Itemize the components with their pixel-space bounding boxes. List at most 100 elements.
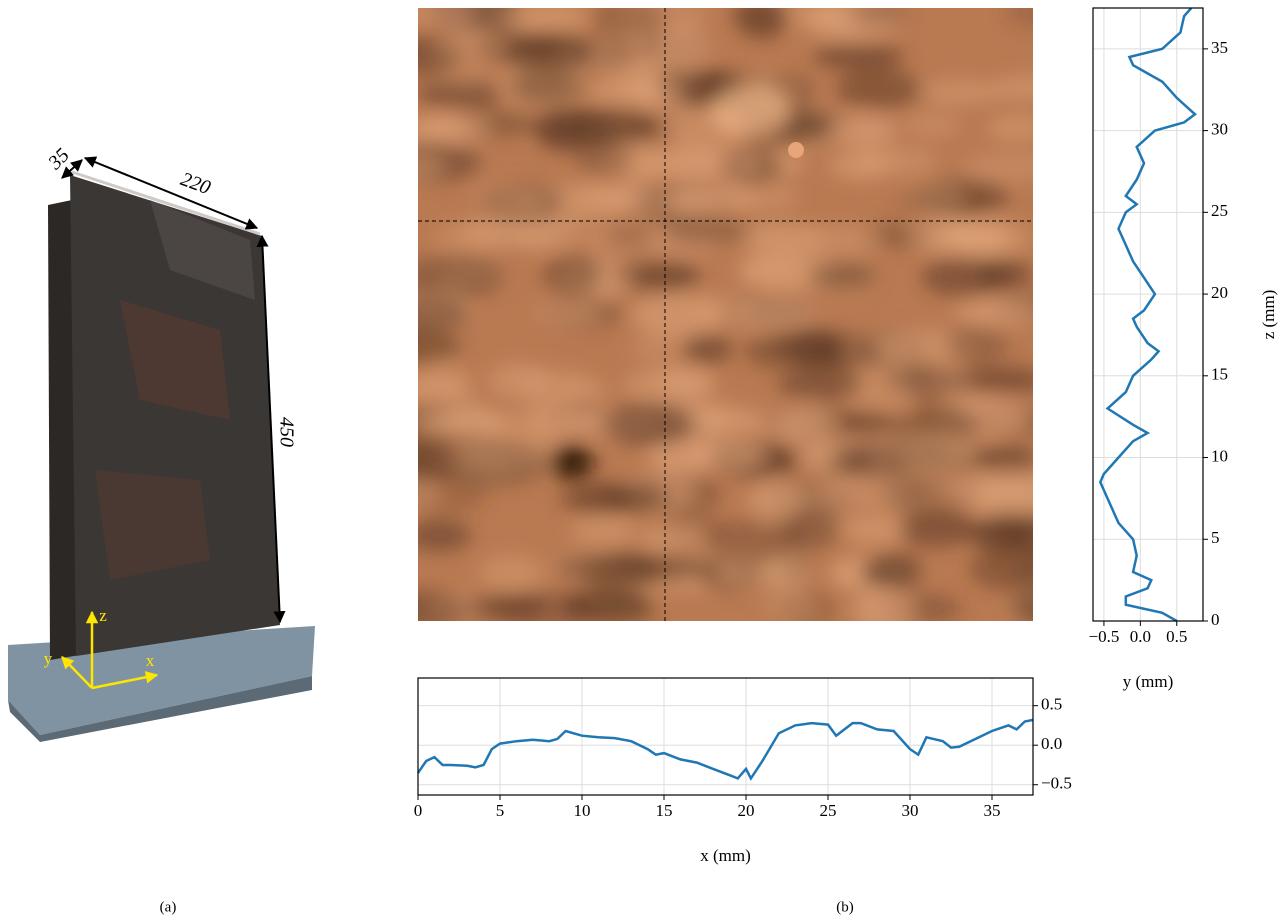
surface-bump (715, 557, 792, 587)
surface-bump (779, 507, 841, 551)
surface-bump (418, 471, 489, 514)
x-tick-label: 0 (414, 801, 423, 820)
y-tick-label: 0.5 (1041, 695, 1062, 714)
surface-bump (619, 555, 708, 582)
surface-bump (980, 511, 1033, 553)
axis-letter: x (146, 651, 155, 670)
surface-bump (627, 147, 712, 185)
surface-bump (598, 187, 663, 213)
surface-bump (734, 409, 824, 438)
surface-bump (418, 374, 473, 404)
caption: (b) (836, 899, 854, 915)
surface-bump (777, 369, 864, 401)
surface-bump (747, 480, 802, 522)
y-tick-label: 5 (1211, 528, 1220, 547)
surface-bump (1012, 592, 1033, 621)
profile-line (416, 718, 1034, 781)
surface-bump (898, 189, 992, 215)
surface-bump (659, 218, 754, 246)
surface-bump (433, 221, 504, 255)
surface-bump (535, 300, 600, 326)
surface-bump (502, 31, 592, 72)
surface-bump (451, 444, 545, 473)
surface-bump (488, 64, 588, 109)
surface-bump (765, 592, 818, 621)
y-axis-label: z (mm) (1259, 290, 1278, 340)
surface-bump (443, 400, 496, 436)
surface-bump (550, 444, 594, 480)
surface-bump (640, 525, 705, 551)
surface-bump (920, 369, 976, 398)
surface-bump (418, 295, 469, 329)
surface-bump (848, 145, 938, 176)
x-tick-label: 10 (574, 801, 591, 820)
surface-bump (487, 362, 551, 400)
y-tick-label: 15 (1211, 365, 1228, 384)
surface-bump (919, 79, 1001, 106)
surface-bump (647, 434, 714, 478)
surface-bump (590, 8, 666, 39)
surface-bump (655, 368, 712, 396)
surface-bump (986, 114, 1033, 142)
surface-bump (972, 442, 1032, 474)
surface-bump (703, 145, 760, 182)
surface-bump (946, 324, 1009, 365)
surface-bump (600, 403, 694, 446)
surface-bump (604, 222, 661, 250)
surface-bump (710, 85, 790, 135)
surface-bump (841, 367, 921, 411)
surface-bump (682, 332, 733, 365)
surface-bump (989, 74, 1033, 101)
surface-bump (668, 183, 759, 213)
surface-bump (418, 8, 475, 27)
surface-bump (839, 330, 940, 372)
surface-spot (788, 142, 804, 158)
surface-bump (495, 589, 593, 621)
y-tick-label: 35 (1211, 38, 1228, 57)
surface-bump (731, 8, 787, 33)
surface-bump (1009, 551, 1033, 585)
surface-bump (734, 253, 802, 288)
x-tick-label: 5 (496, 801, 505, 820)
surface-bump (903, 113, 962, 138)
surface-bump (418, 477, 441, 508)
surface-bump (574, 142, 635, 176)
dimension-label: 35 (43, 144, 73, 174)
y-tick-label: 25 (1211, 201, 1228, 220)
surface-bump (605, 482, 665, 512)
surface-bump (812, 43, 905, 71)
x-tick-label: −0.5 (1089, 627, 1120, 646)
caption: (a) (160, 899, 177, 915)
x-tick-label: 15 (656, 801, 673, 820)
surface-bump (803, 224, 885, 254)
dimension-label: 220 (178, 168, 214, 199)
x-tick-label: 30 (902, 801, 919, 820)
surface-bump (916, 403, 970, 435)
height-map (418, 8, 1033, 621)
surface-bump (418, 262, 505, 289)
height-texture (418, 8, 1033, 621)
surface-bump (948, 471, 1033, 511)
y-tick-label: 20 (1211, 283, 1228, 302)
surface-bump (692, 438, 767, 471)
surface-bump (567, 107, 660, 144)
surface-bump (852, 589, 915, 621)
plot-frame (1092, 7, 1204, 622)
surface-bump (570, 516, 637, 545)
x-tick-label: 0.5 (1166, 627, 1187, 646)
surface-bump (418, 79, 503, 108)
x-tick-label: 20 (738, 801, 755, 820)
y-tick-label: −0.5 (1041, 774, 1072, 793)
surface-bump (418, 327, 461, 365)
profile-line (1098, 7, 1197, 623)
plot-frame (417, 677, 1034, 796)
x-axis-label: x (mm) (700, 846, 751, 865)
surface-bump (550, 377, 612, 402)
dimension-label: 450 (275, 417, 297, 447)
surface-bump (1004, 8, 1033, 28)
surface-bump (418, 114, 489, 141)
surface-bump (828, 115, 898, 147)
surface-bump (542, 254, 603, 294)
surface-bump (584, 78, 682, 104)
